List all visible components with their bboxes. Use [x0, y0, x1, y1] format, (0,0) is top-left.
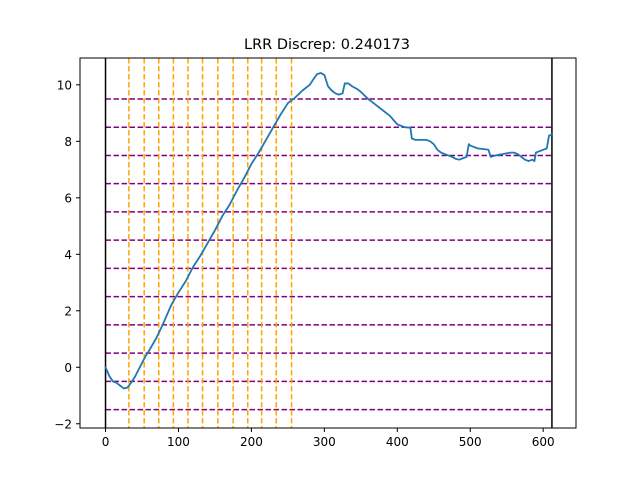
y-tick-label-4: 6	[64, 191, 72, 205]
series-line-0	[104, 72, 553, 390]
y-tick-label-0: −2	[54, 417, 72, 431]
x-tick-label-0: 0	[102, 435, 110, 449]
x-tick-label-2: 200	[240, 435, 263, 449]
x-axis-ticks: 0 100 200 300 400 500 600	[102, 428, 555, 449]
horizontal-dashed-lines	[105, 98, 552, 411]
y-axis-ticks: −2 0 2 4 6 8 10	[54, 78, 80, 431]
y-tick-label-5: 8	[64, 135, 72, 149]
series-group	[104, 72, 553, 390]
boundary-lines	[104, 58, 553, 428]
x-tick-label-1: 100	[167, 435, 190, 449]
x-tick-label-4: 400	[386, 435, 409, 449]
chart-title: LRR Discrep: 0.240173	[244, 37, 410, 53]
y-tick-label-2: 2	[64, 304, 72, 318]
y-tick-label-6: 10	[57, 78, 72, 92]
x-tick-label-5: 500	[459, 435, 482, 449]
plot-area	[104, 58, 553, 428]
y-tick-label-3: 4	[64, 248, 72, 262]
x-tick-label-6: 600	[532, 435, 555, 449]
axes-frame	[79, 57, 577, 429]
vertical-dashed-lines	[128, 58, 293, 428]
x-tick-label-3: 300	[313, 435, 336, 449]
y-tick-label-1: 0	[64, 361, 72, 375]
